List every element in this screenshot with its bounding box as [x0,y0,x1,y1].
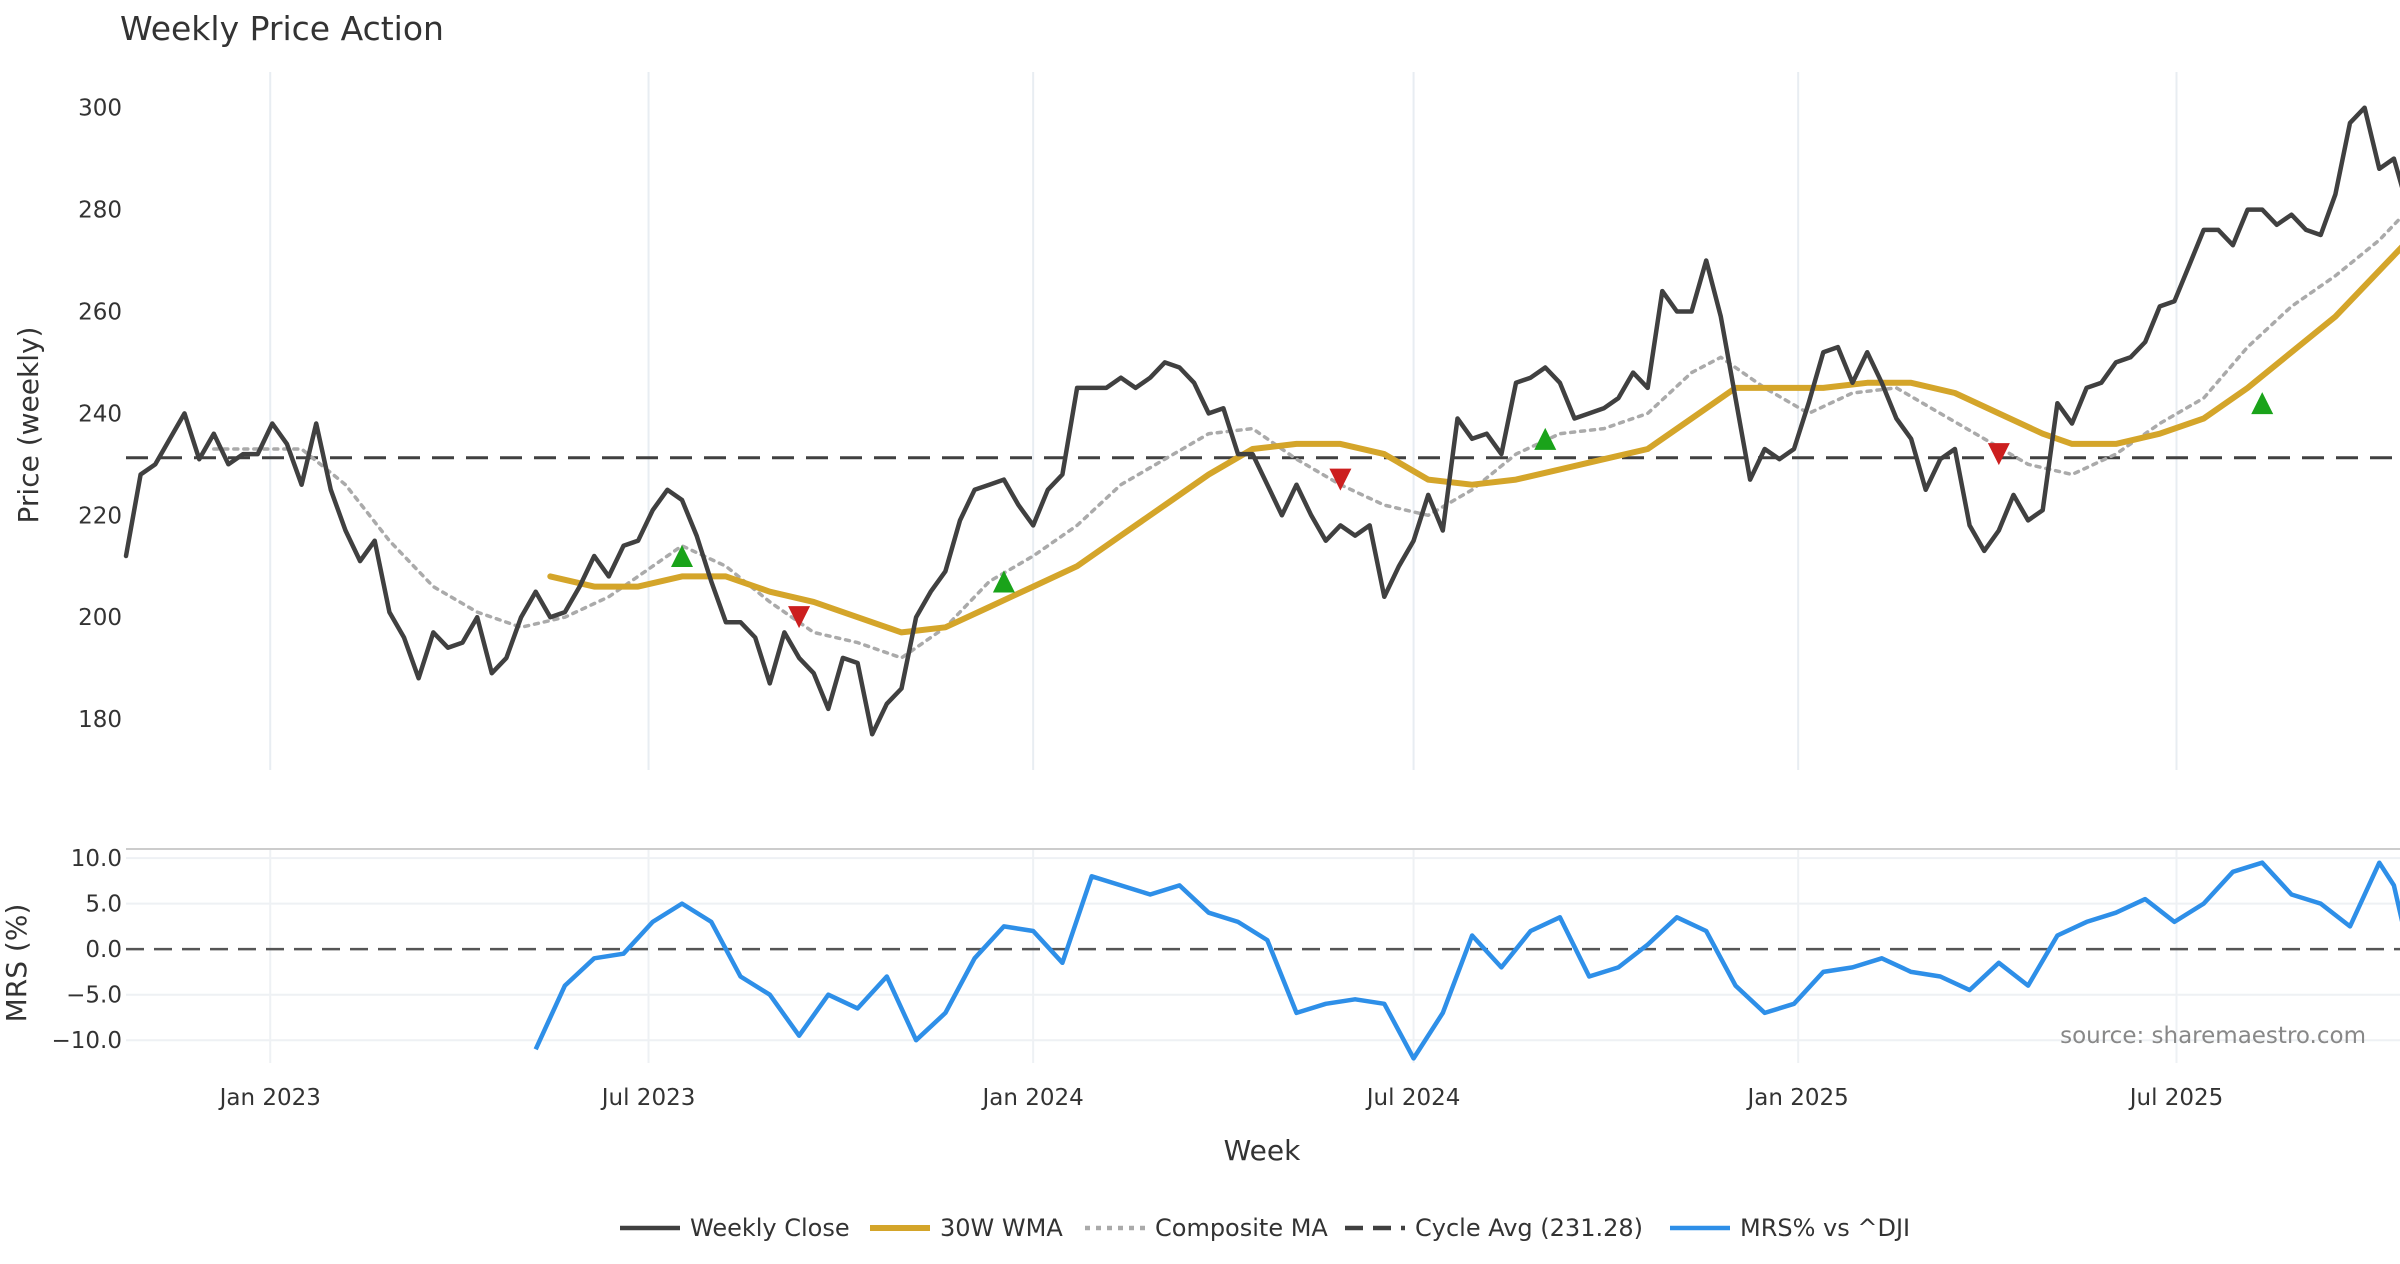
buy-signal-marker [1534,427,1557,450]
price-grid [269,72,2178,770]
x-tick-label: Jan 2023 [218,1085,321,1111]
price-y-ticks: 180 200 220 240 260 280 300 [78,96,122,733]
price-y-axis-title: Price (weekly) [12,327,45,524]
legend-label: Weekly Close [690,1214,850,1242]
price-y-tick-label: 220 [78,503,122,529]
x-axis-title: Week [1224,1134,1301,1167]
sell-signal-marker [1329,468,1352,491]
mrs-y-tick-label: 0.0 [85,937,122,963]
mrs-y-tick-label: −5.0 [66,983,122,1009]
x-tick-label: Jul 2024 [1365,1085,1461,1111]
x-tick-label: Jul 2023 [600,1085,696,1111]
price-y-tick-label: 300 [78,96,122,122]
mrs-y-tick-label: −10.0 [52,1028,122,1054]
price-y-tick-label: 240 [78,401,122,427]
legend-label: Composite MA [1155,1214,1328,1242]
x-tick-label: Jul 2025 [2128,1085,2224,1111]
30w-wma-line [547,244,2400,636]
price-y-tick-label: 200 [78,605,122,631]
legend-label: Cycle Avg (231.28) [1415,1214,1643,1242]
legend-label: 30W WMA [940,1214,1063,1242]
source-note: source: sharemaestro.com [2060,1023,2366,1049]
mrs-y-axis-title: MRS (%) [0,904,33,1023]
weekly-close-line [123,105,2400,737]
mrs-line [533,860,2400,1061]
mrs-y-ticks: 10.0 5.0 0.0 −5.0 −10.0 [52,846,122,1054]
legend: Weekly Close 30W WMA Composite MA Cycle Avg… [620,1214,1910,1242]
buy-signal-marker [2251,392,2274,415]
price-y-tick-label: 180 [78,707,122,733]
x-ticks: Jan 2023 Jul 2023 Jan 2024 Jul 2024 Jan 2025… [218,1085,2224,1111]
sell-signal-marker [788,606,811,629]
price-y-tick-label: 280 [78,198,122,224]
composite-ma-line [212,215,2400,660]
x-tick-label: Jan 2024 [981,1085,1084,1111]
mrs-y-tick-label: 5.0 [85,892,122,918]
mrs-y-tick-label: 10.0 [71,846,122,872]
buy-signal-marker [671,545,693,568]
signals-layer [671,392,2274,629]
buy-signal-marker [992,570,1015,593]
mrs-grid [126,849,2400,1063]
legend-label: MRS% vs ^DJI [1740,1214,1910,1242]
series-layer [123,105,2400,1061]
chart-title: Weekly Price Action [120,9,444,48]
x-tick-label: Jan 2025 [1746,1085,1849,1111]
sell-signal-marker [1987,443,2010,466]
price-y-tick-label: 260 [78,299,122,325]
